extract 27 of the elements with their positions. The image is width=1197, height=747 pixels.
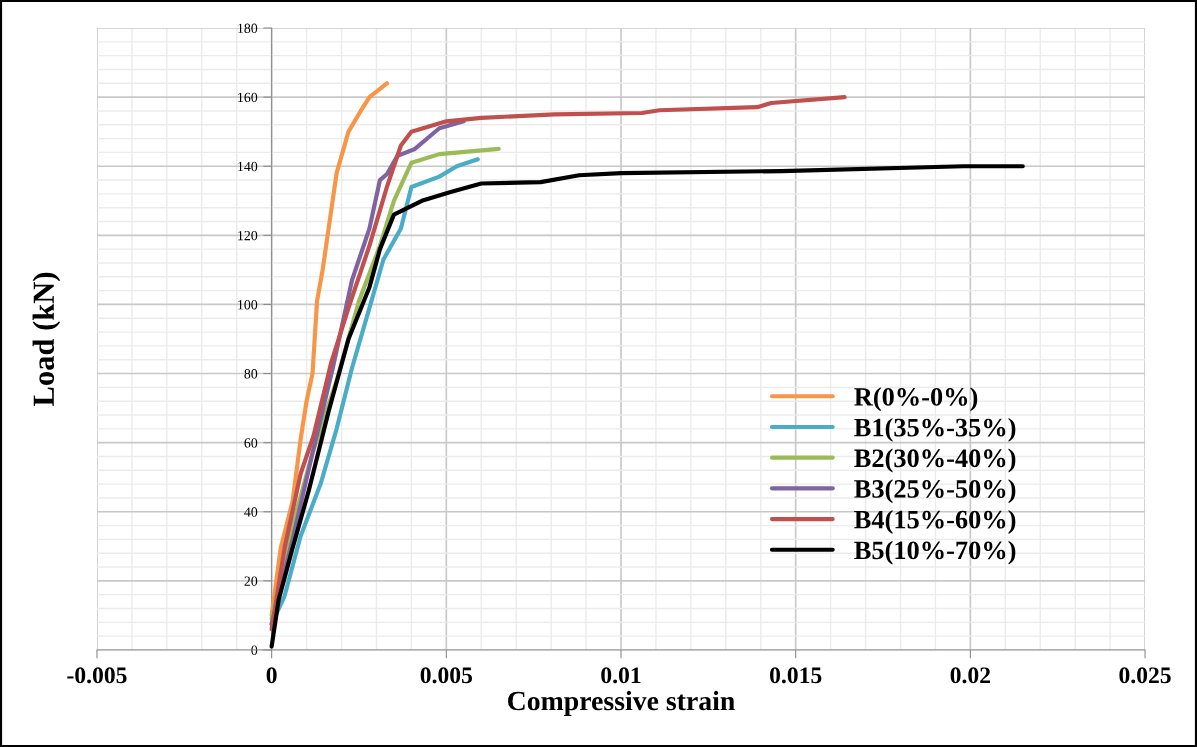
y-tick-label: 180 <box>238 23 258 33</box>
legend-label: B5(10%-70%) <box>854 540 1016 565</box>
line-series <box>269 164 1025 649</box>
legend-label: R(0%-0%) <box>854 387 978 412</box>
y-tick-label: 100 <box>238 300 258 310</box>
legend-label: B2(30%-40%) <box>854 448 1016 473</box>
y-tick-label: 0 <box>251 645 258 655</box>
x-axis-title: Compressive strain <box>508 690 735 717</box>
legend-label: B1(35%-35%) <box>854 417 1016 442</box>
x-tick-label: 0.005 <box>420 667 473 684</box>
y-tick-label: 20 <box>244 576 258 586</box>
y-tick-label: 160 <box>238 92 258 103</box>
x-tick-label: 0.015 <box>770 667 822 684</box>
y-tick-label: 40 <box>244 507 258 517</box>
y-tick-label: 140 <box>238 161 258 172</box>
legend-label: B3(25%-50%) <box>854 479 1016 504</box>
x-tick-label: 0.02 <box>950 667 991 684</box>
x-tick-label: 0 <box>266 667 277 684</box>
y-tick-label: 120 <box>238 230 258 241</box>
x-tick-label: 0.025 <box>1119 667 1171 684</box>
y-axis-title: Load (kN) <box>32 272 61 406</box>
y-tick-label: 80 <box>244 369 258 379</box>
x-tick-label: -0.005 <box>67 667 127 684</box>
x-tick-label: 0.01 <box>601 667 641 684</box>
y-tick-label: 60 <box>244 438 258 448</box>
legend-label: B4(15%-60%) <box>854 509 1016 534</box>
line-series <box>269 95 847 632</box>
